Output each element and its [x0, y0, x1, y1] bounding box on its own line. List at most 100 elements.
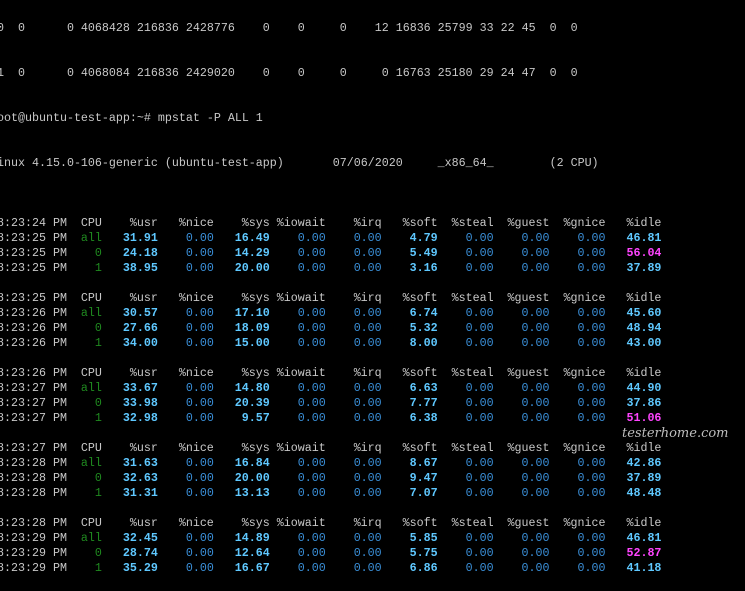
stat-value: 0.00	[577, 560, 606, 575]
stat-value: 0.00	[521, 245, 550, 260]
cpu-stat-row: 08:23:26 PM 0 27.66 0.00 18.09 0.00 0.00 5.32 0.…	[0, 321, 661, 336]
stat-value: 0.00	[465, 245, 494, 260]
stat-value: 0.00	[577, 230, 606, 245]
stat-value: 33.98	[122, 395, 158, 410]
stat-value: 0.00	[577, 470, 606, 485]
stat-value: 0.00	[465, 455, 494, 470]
stat-value: 0.00	[465, 230, 494, 245]
cpu-stat-row: 08:23:29 PM 1 35.29 0.00 16.67 0.00 0.00 6.86 0.…	[0, 561, 661, 576]
stat-value: 14.89	[234, 530, 270, 545]
cpu-stat-row: 08:23:26 PM all 30.57 0.00 17.10 0.00 0.00 6.74…	[0, 306, 661, 321]
stat-value: 46.81	[626, 530, 662, 545]
stat-value: 0.00	[577, 530, 606, 545]
stat-value: 32.63	[122, 470, 158, 485]
stat-value: 0.00	[465, 260, 494, 275]
stat-value: 0.00	[185, 545, 214, 560]
stat-value: 0.00	[577, 410, 606, 425]
stat-value: 31.31	[122, 485, 158, 500]
column-header: %usr	[129, 440, 158, 455]
stat-value: 0.00	[521, 530, 550, 545]
row-time: 08:23:28 PM	[0, 470, 67, 485]
blank-line	[0, 276, 661, 291]
column-header: %irq	[353, 290, 382, 305]
stat-value: 45.60	[626, 305, 662, 320]
stat-value: 31.63	[122, 455, 158, 470]
stat-value: 0.00	[521, 560, 550, 575]
stat-value: 0.00	[353, 470, 382, 485]
blank-line	[0, 501, 661, 516]
cpu-stat-row: 08:23:29 PM all 32.45 0.00 14.89 0.00 0.00 5.85…	[0, 531, 661, 546]
stat-value: 0.00	[297, 545, 326, 560]
stat-value: 0.00	[465, 560, 494, 575]
stat-value: 0.00	[297, 245, 326, 260]
column-header: %soft	[402, 515, 438, 530]
stat-value: 37.89	[626, 260, 662, 275]
stat-value: 0.00	[465, 545, 494, 560]
stat-value: 9.57	[241, 410, 270, 425]
row-time: 08:23:27 PM	[0, 410, 67, 425]
stat-value: 0.00	[521, 410, 550, 425]
row-time: 08:23:25 PM	[0, 260, 67, 275]
column-header: CPU	[80, 365, 102, 380]
column-header: %nice	[178, 440, 214, 455]
row-time: 08:23:27 PM	[0, 380, 67, 395]
terminal-output[interactable]: 0 0 0 4068428 216836 2428776 0 0 0 12 16…	[0, 0, 661, 591]
cpu-stat-row: 08:23:25 PM all 31.91 0.00 16.49 0.00 0.00 4.79…	[0, 231, 661, 246]
row-time: 08:23:25 PM	[0, 245, 67, 260]
stat-value: 0.00	[465, 485, 494, 500]
stat-value: 0.00	[297, 470, 326, 485]
stat-value: 0.00	[577, 335, 606, 350]
stat-value: 42.86	[626, 455, 662, 470]
header-time: 08:23:24 PM	[0, 215, 67, 230]
cpu-label: 0	[94, 545, 102, 560]
column-header: %sys	[241, 515, 270, 530]
column-header: %idle	[626, 365, 662, 380]
stat-value: 34.00	[122, 335, 158, 350]
column-header: %soft	[402, 365, 438, 380]
stat-value: 0.00	[521, 545, 550, 560]
stat-value: 5.49	[409, 245, 438, 260]
cpu-label: all	[80, 380, 102, 395]
vmstat-line: 0 0 0 4068428 216836 2428776 0 0 0 12 16…	[0, 20, 578, 35]
stat-value: 0.00	[297, 320, 326, 335]
column-header: %idle	[626, 515, 662, 530]
vmstat-line: 1 0 0 4068084 216836 2429020 0 0 0 0 167…	[0, 65, 578, 80]
stat-value: 0.00	[465, 410, 494, 425]
column-header-row: 08:23:28 PM CPU %usr %nice %sys %iowait %irq %s…	[0, 516, 661, 531]
stat-value: 0.00	[185, 320, 214, 335]
stat-value: 0.00	[185, 530, 214, 545]
stat-value: 6.38	[409, 410, 438, 425]
column-header: %gnice	[563, 290, 606, 305]
stat-value: 33.67	[122, 380, 158, 395]
column-header: %usr	[129, 365, 158, 380]
stat-value: 20.00	[234, 260, 270, 275]
stat-value: 20.00	[234, 470, 270, 485]
column-header-row: 08:23:24 PM CPU %usr %nice %sys %iowait %irq %s…	[0, 216, 661, 231]
column-header: %guest	[507, 365, 550, 380]
stat-value: 0.00	[185, 230, 214, 245]
stat-value: 0.00	[521, 380, 550, 395]
stat-value: 0.00	[577, 395, 606, 410]
column-header: %irq	[353, 215, 382, 230]
header-time: 08:23:25 PM	[0, 290, 67, 305]
cpu-stat-row: 08:23:29 PM 0 28.74 0.00 12.64 0.00 0.00 5.75 0.…	[0, 546, 661, 561]
stat-value: 0.00	[577, 260, 606, 275]
row-time: 08:23:29 PM	[0, 560, 67, 575]
stat-value: 52.87	[626, 545, 662, 560]
shell-prompt-command: root@ubuntu-test-app:~# mpstat -P ALL 1	[0, 110, 263, 125]
cpu-label: 1	[94, 485, 102, 500]
stat-value: 0.00	[297, 395, 326, 410]
column-header: %sys	[241, 440, 270, 455]
stat-value: 56.04	[626, 245, 662, 260]
cpu-stat-row: 08:23:25 PM 1 38.95 0.00 20.00 0.00 0.00 3.16 0.…	[0, 261, 661, 276]
stat-value: 30.57	[122, 305, 158, 320]
column-header: CPU	[80, 290, 102, 305]
stat-value: 0.00	[185, 560, 214, 575]
cpu-label: 0	[94, 470, 102, 485]
row-time: 08:23:26 PM	[0, 305, 67, 320]
column-header: %guest	[507, 515, 550, 530]
stat-value: 0.00	[353, 410, 382, 425]
stat-value: 0.00	[521, 230, 550, 245]
header-time: 08:23:27 PM	[0, 440, 67, 455]
stat-value: 17.10	[234, 305, 270, 320]
